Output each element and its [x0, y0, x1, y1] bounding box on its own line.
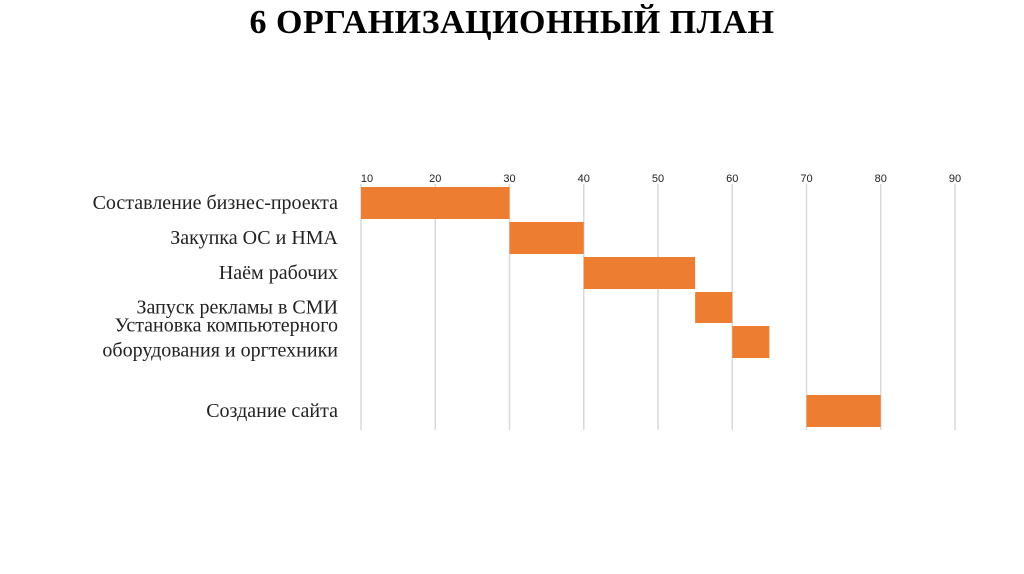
task-label: Наём рабочих	[219, 262, 338, 284]
gantt-bar	[361, 187, 510, 219]
task-label: Закупка ОС и НМА	[170, 227, 338, 249]
x-tick-label: 40	[578, 173, 590, 185]
task-label: Запуск рекламы в СМИ	[137, 297, 338, 319]
gantt-bar	[732, 326, 770, 358]
x-tick-label: 10	[361, 173, 373, 185]
x-tick-label: 60	[726, 173, 738, 185]
x-tick-label: 50	[652, 173, 664, 185]
x-tick-label: 30	[503, 173, 515, 185]
gantt-bar	[806, 395, 881, 427]
gantt-bar	[583, 257, 696, 289]
x-tick-label: 80	[875, 173, 887, 185]
task-label: Составление бизнес-проекта	[93, 192, 339, 214]
gantt-bar	[695, 292, 733, 323]
task-label: Установка компьютерного оборудования и ор…	[102, 315, 338, 362]
task-label: Создание сайта	[206, 400, 338, 422]
x-tick-label: 70	[800, 173, 812, 185]
x-tick-label: 20	[429, 173, 441, 185]
gantt-bar	[509, 222, 584, 254]
slide-title: 6 ОРГАНИЗАЦИОННЫЙ ПЛАН	[249, 4, 775, 41]
x-tick-label: 90	[949, 173, 961, 185]
